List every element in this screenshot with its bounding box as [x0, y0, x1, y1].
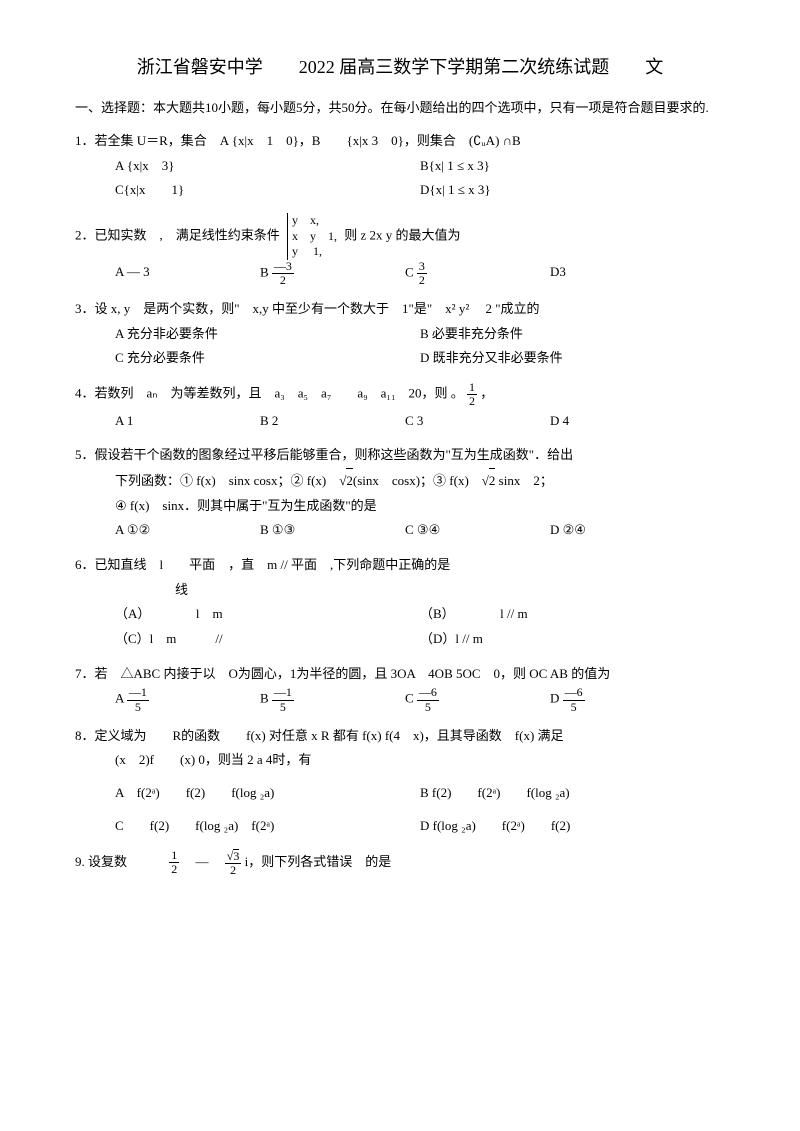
question-9: 9. 设复数 12 — √32 i，则下列各式错误 的是 [75, 849, 725, 877]
q2-optC-den: 2 [417, 274, 427, 287]
q7-optB-l: B [260, 691, 269, 706]
q2-c2: x y 1, [292, 229, 337, 243]
q3-optC: C 充分必要条件 [115, 346, 420, 371]
q4-stem-a: 4．若数列 aₙ 为等差数列，且 a₃ a₅ a₇ a₉ a₁₁ 20，则 。 [75, 386, 464, 401]
q4-stem-b: ， [480, 386, 493, 401]
q7-optD-num: —6 [563, 686, 585, 700]
q2-constraint: y x, x y 1, y 1, [287, 213, 337, 260]
q5-line3: ④ f(x) sinx．则其中属于"互为生成函数"的是 [115, 494, 725, 519]
q2-optC-num: 3 [417, 260, 427, 274]
question-7: 7．若 △ABC 内接于以 O为圆心，1为半径的圆，且 3OA 4OB 5OC … [75, 662, 725, 714]
q2-stem-b: 则 z 2x y 的最大值为 [344, 227, 460, 242]
q4-optC: C 3 [405, 409, 550, 434]
q4-optB: B 2 [260, 409, 405, 434]
q8-stem: 8．定义域为 R的函数 f(x) 对任意 x R 都有 f(x) f(4 x)，… [75, 724, 725, 749]
q8-line2: (x 2)f (x) 0，则当 2 a 4时，有 [115, 748, 725, 773]
q9-sqrt3-val: 3 [233, 849, 239, 863]
q9-mid: — [183, 854, 222, 869]
q6-optB: （B） l // m [420, 602, 725, 627]
question-6: 6．已知直线 l 平面 ，直 m // 平面 ,下列命题中正确的是 线 （A） … [75, 553, 725, 652]
q8-optD: D f(log ₂a) f(2ᵃ) f(2) [420, 814, 725, 839]
q5-optA: A ①② [115, 518, 260, 543]
q9-num1: 1 [169, 849, 179, 863]
question-8: 8．定义域为 R的函数 f(x) 对任意 x R 都有 f(x) f(4 x)，… [75, 724, 725, 839]
q7-optD-l: D [550, 691, 559, 706]
q1-optB: B{x| 1 ≤ x 3} [420, 154, 725, 179]
q4-frac: 12 [467, 381, 477, 408]
q9-sqrt3: √3 [225, 849, 242, 864]
q2-c1: y x, [292, 213, 319, 227]
q6-stem2: 线 [175, 578, 725, 603]
q1-optC: C{x|x 1} [115, 178, 420, 203]
q5-line2-b: (sinx cosx)；③ f(x) [353, 473, 482, 488]
q2-c3: y 1, [292, 244, 322, 258]
q4-optD: D 4 [550, 409, 695, 434]
question-5: 5．假设若干个函数的图象经过平移后能够重合，则称这些函数为"互为生成函数"．给出… [75, 443, 725, 543]
question-4: 4．若数列 aₙ 为等差数列，且 a₃ a₅ a₇ a₉ a₁₁ 20，则 。 … [75, 381, 725, 433]
q9-stem-b: i，则下列各式错误 的是 [245, 854, 392, 869]
question-1: 1．若全集 U＝R，集合 A {x|x 1 0}，B {x|x 3 0}，则集合… [75, 129, 725, 203]
q7-optA-l: A [115, 691, 124, 706]
q6-stem: 6．已知直线 l 平面 ，直 m // 平面 ,下列命题中正确的是 [75, 553, 725, 578]
q7-optA: A —15 [115, 686, 260, 713]
q2-optB-label: B [260, 264, 269, 279]
q3-optD: D 既非充分又非必要条件 [420, 346, 725, 371]
q8-optC: C f(2) f(log ₂a) f(2ᵃ) [115, 814, 420, 839]
q7-optC-l: C [405, 691, 414, 706]
q4-optA: A 1 [115, 409, 260, 434]
q4-frac-den: 2 [467, 395, 477, 408]
q7-optB-num: —1 [272, 686, 294, 700]
q7-optC-den: 5 [417, 701, 439, 714]
q5-optC: C ③④ [405, 518, 550, 543]
page-title: 浙江省磐安中学 2022 届高三数学下学期第二次统练试题 文 [75, 50, 725, 84]
question-3: 3．设 x, y 是两个实数，则" x,y 中至少有一个数大于 1"是" x² … [75, 297, 725, 371]
q9-frac2: √32 [225, 849, 242, 877]
q1-stem: 1．若全集 U＝R，集合 A {x|x 1 0}，B {x|x 3 0}，则集合… [75, 129, 725, 154]
q3-stem: 3．设 x, y 是两个实数，则" x,y 中至少有一个数大于 1"是" x² … [75, 297, 725, 322]
q2-optB-num: —3 [272, 260, 294, 274]
q6-optA: （A） l m [115, 602, 420, 627]
q1-optA: A {x|x 3} [115, 154, 420, 179]
q5-optD: D ②④ [550, 518, 695, 543]
q2-stem-a: 2．已知实数 , 满足线性约束条件 [75, 227, 280, 242]
q2-optC: C 32 [405, 260, 550, 287]
q8-optB: B f(2) f(2ᵃ) f(log ₂a) [420, 781, 725, 806]
q5-line2-a: 下列函数：① f(x) sinx cosx；② f(x) [115, 473, 339, 488]
q3-optA: A 充分非必要条件 [115, 322, 420, 347]
q7-optC-num: —6 [417, 686, 439, 700]
q7-optD: D —65 [550, 686, 695, 713]
q8-optA: A f(2ᵃ) f(2) f(log ₂a) [115, 781, 420, 806]
q2-optB-den: 2 [272, 274, 294, 287]
q3-optB: B 必要非充分条件 [420, 322, 725, 347]
section-heading: 一、选择题：本大题共10小题，每小题5分，共50分。在每小题给出的四个选项中，只… [75, 96, 725, 121]
q7-optA-den: 5 [127, 701, 149, 714]
q9-frac1: 12 [169, 849, 179, 876]
q7-optC: C —65 [405, 686, 550, 713]
question-2: 2．已知实数 , 满足线性约束条件 y x, x y 1, y 1, 则 z 2… [75, 213, 725, 287]
q9-den2: 2 [225, 864, 242, 877]
q2-optC-label: C [405, 264, 414, 279]
q5-stem: 5．假设若干个函数的图象经过平移后能够重合，则称这些函数为"互为生成函数"．给出 [75, 443, 725, 468]
q7-optB: B —15 [260, 686, 405, 713]
q4-frac-num: 1 [467, 381, 477, 395]
q7-stem: 7．若 △ABC 内接于以 O为圆心，1为半径的圆，且 3OA 4OB 5OC … [75, 662, 725, 687]
q5-line2-c: sinx 2； [495, 473, 552, 488]
q6-optD: （D）l // m [420, 627, 725, 652]
q2-optA: A — 3 [115, 260, 260, 287]
q2-optB: B —32 [260, 260, 405, 287]
q1-optD: D{x| 1 ≤ x 3} [420, 178, 725, 203]
q2-optD: D3 [550, 260, 695, 287]
q9-stem-a: 9. 设复数 [75, 854, 166, 869]
q7-optA-num: —1 [127, 686, 149, 700]
q5-optB: B ①③ [260, 518, 405, 543]
q7-optD-den: 5 [563, 701, 585, 714]
q6-optC: （C）l m // [115, 627, 420, 652]
q9-den1: 2 [169, 863, 179, 876]
q7-optB-den: 5 [272, 701, 294, 714]
